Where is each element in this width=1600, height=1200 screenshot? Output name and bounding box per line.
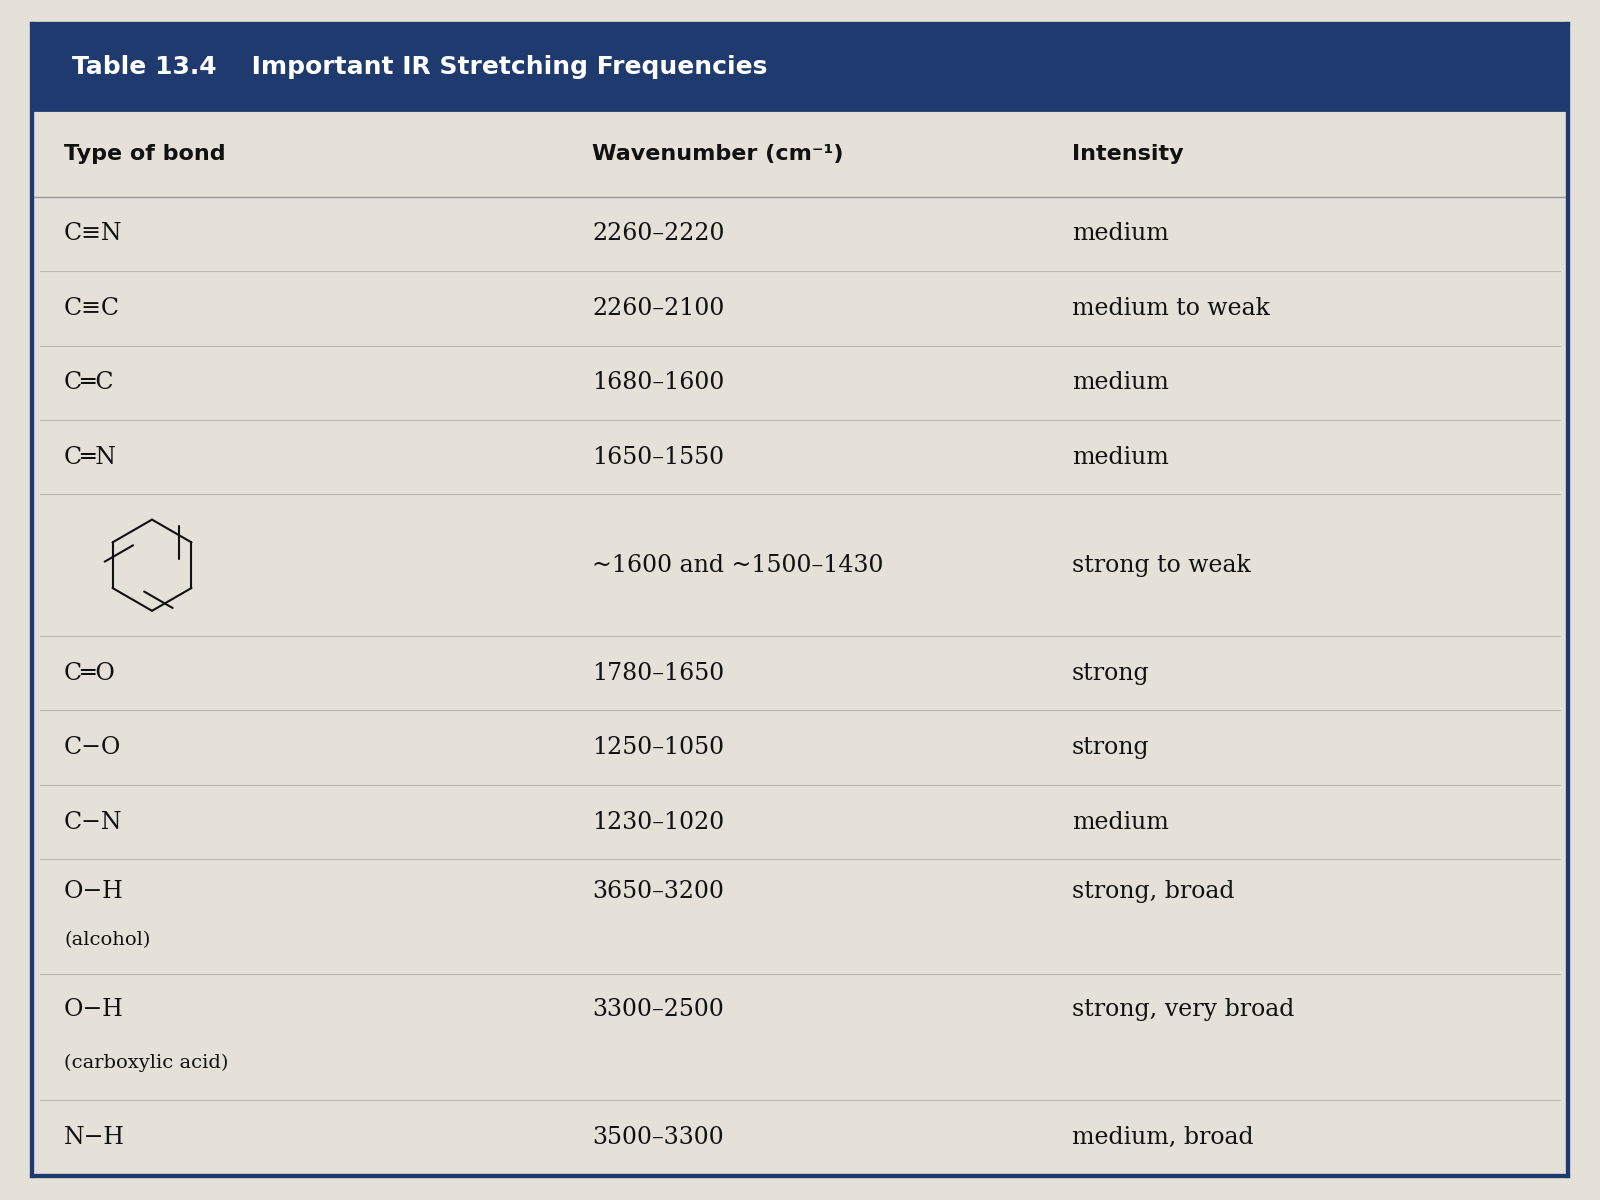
Text: C−N: C−N bbox=[64, 810, 123, 834]
Text: Table 13.4    Important IR Stretching Frequencies: Table 13.4 Important IR Stretching Frequ… bbox=[72, 55, 768, 79]
Text: 1650–1550: 1650–1550 bbox=[592, 445, 725, 469]
Text: C═O: C═O bbox=[64, 661, 115, 685]
Text: N−H: N−H bbox=[64, 1126, 125, 1150]
Text: C≡N: C≡N bbox=[64, 222, 123, 246]
Text: ~1600 and ~1500–1430: ~1600 and ~1500–1430 bbox=[592, 553, 883, 577]
Text: (alcohol): (alcohol) bbox=[64, 931, 150, 949]
Text: strong, broad: strong, broad bbox=[1072, 880, 1235, 902]
Text: 3500–3300: 3500–3300 bbox=[592, 1126, 723, 1150]
Text: 1780–1650: 1780–1650 bbox=[592, 661, 725, 685]
Text: 3650–3200: 3650–3200 bbox=[592, 880, 723, 902]
Bar bbox=[32, 24, 1568, 110]
Text: medium to weak: medium to weak bbox=[1072, 296, 1270, 320]
Text: medium: medium bbox=[1072, 445, 1168, 469]
Text: Type of bond: Type of bond bbox=[64, 144, 226, 163]
Text: 3300–2500: 3300–2500 bbox=[592, 998, 723, 1021]
Text: medium: medium bbox=[1072, 222, 1168, 246]
Text: 1250–1050: 1250–1050 bbox=[592, 736, 725, 760]
Text: 2260–2220: 2260–2220 bbox=[592, 222, 725, 246]
Text: Wavenumber (cm⁻¹): Wavenumber (cm⁻¹) bbox=[592, 144, 843, 163]
Text: medium: medium bbox=[1072, 371, 1168, 395]
Text: strong to weak: strong to weak bbox=[1072, 553, 1251, 577]
Text: strong: strong bbox=[1072, 661, 1150, 685]
Text: medium: medium bbox=[1072, 810, 1168, 834]
Text: 1680–1600: 1680–1600 bbox=[592, 371, 725, 395]
Text: C≡C: C≡C bbox=[64, 296, 120, 320]
Text: C═C: C═C bbox=[64, 371, 115, 395]
Text: medium, broad: medium, broad bbox=[1072, 1126, 1254, 1150]
Text: 2260–2100: 2260–2100 bbox=[592, 296, 725, 320]
Text: C−O: C−O bbox=[64, 736, 122, 760]
Text: (carboxylic acid): (carboxylic acid) bbox=[64, 1054, 229, 1072]
Text: Intensity: Intensity bbox=[1072, 144, 1184, 163]
Text: 1230–1020: 1230–1020 bbox=[592, 810, 725, 834]
Text: strong: strong bbox=[1072, 736, 1150, 760]
Text: strong, very broad: strong, very broad bbox=[1072, 998, 1294, 1021]
Text: C═N: C═N bbox=[64, 445, 117, 469]
Text: O−H: O−H bbox=[64, 880, 123, 902]
Text: O−H: O−H bbox=[64, 998, 123, 1021]
